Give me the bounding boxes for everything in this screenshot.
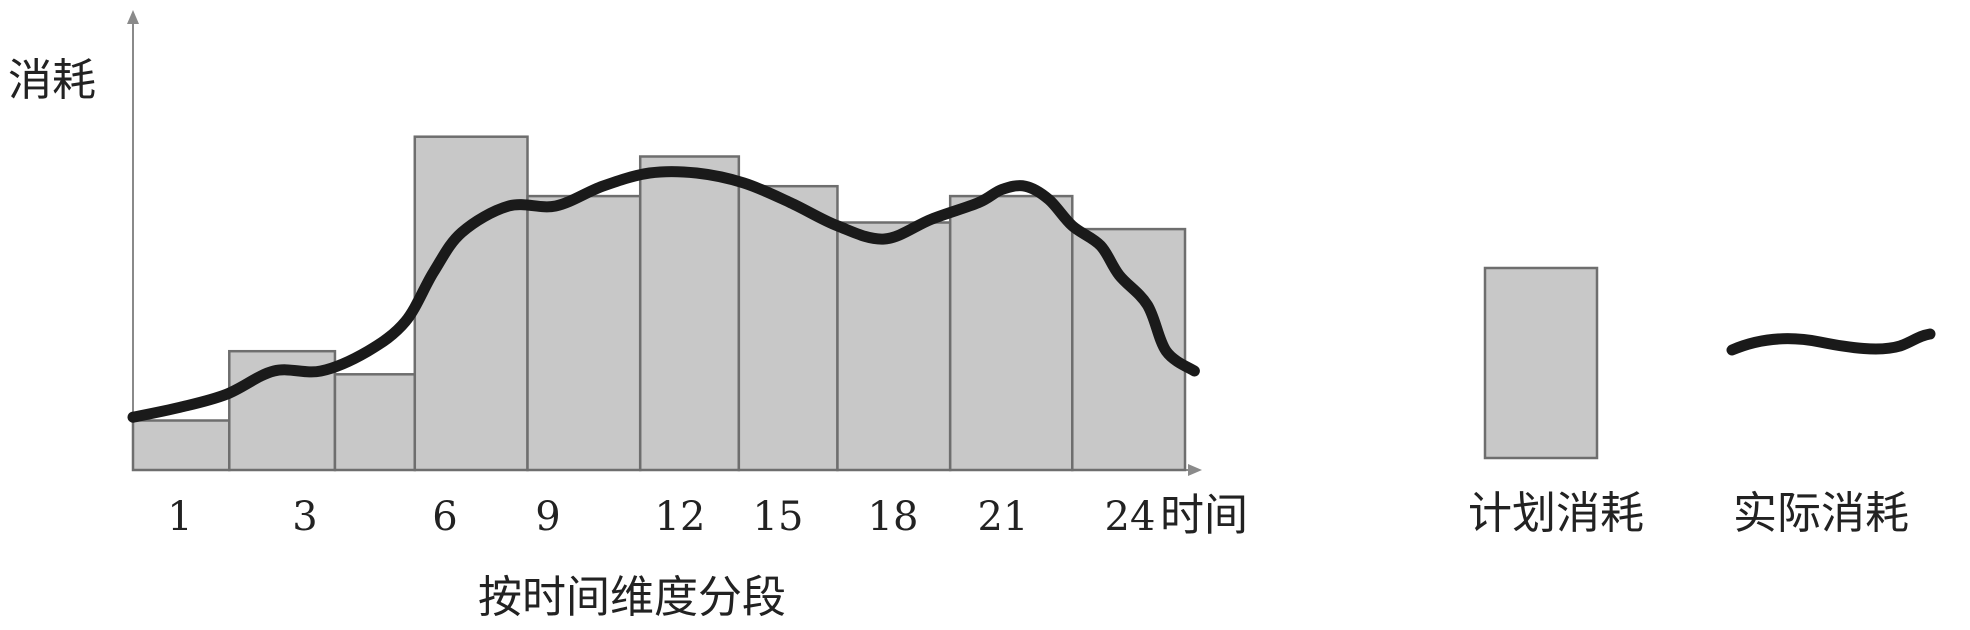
bar-series (131, 135, 1187, 472)
x-tick-label-15: 15 (753, 494, 804, 540)
x-tick-label-3: 3 (292, 494, 317, 540)
bar-3 (333, 373, 417, 472)
x-tick-label-6: 6 (432, 494, 457, 540)
x-axis-end-label: 时间 (1160, 490, 1248, 541)
x-tick-label-24: 24 (1105, 494, 1156, 540)
y-axis-arrow (127, 10, 139, 24)
legend: 计划消耗 实际消耗 (1468, 266, 1936, 539)
legend-bar-swatch (1483, 266, 1599, 460)
line-series (127, 166, 1200, 423)
bar-6 (638, 155, 741, 472)
x-tick-labels: 1 3 6 9 12 15 18 21 24 (167, 494, 1155, 540)
bar-1 (131, 419, 231, 472)
bar-4 (413, 135, 529, 472)
x-tick-label-1: 1 (167, 494, 192, 540)
x-tick-label-12: 12 (655, 494, 706, 540)
bar-7 (737, 184, 839, 472)
y-axis-label: 消耗 (8, 55, 96, 106)
x-tick-label-18: 18 (868, 494, 919, 540)
legend-line-swatch (1726, 328, 1936, 356)
x-tick-label-21: 21 (978, 494, 1029, 540)
bar-5 (526, 194, 642, 472)
actual-consumption-line (127, 166, 1200, 423)
legend-label-actual: 实际消耗 (1733, 488, 1909, 539)
legend-label-plan: 计划消耗 (1468, 488, 1644, 539)
bar-9 (948, 194, 1074, 472)
x-axis-label: 按时间维度分段 (478, 572, 786, 623)
x-axis-arrow (1188, 464, 1202, 476)
x-tick-label-9: 9 (535, 494, 560, 540)
bar-8 (836, 221, 952, 472)
